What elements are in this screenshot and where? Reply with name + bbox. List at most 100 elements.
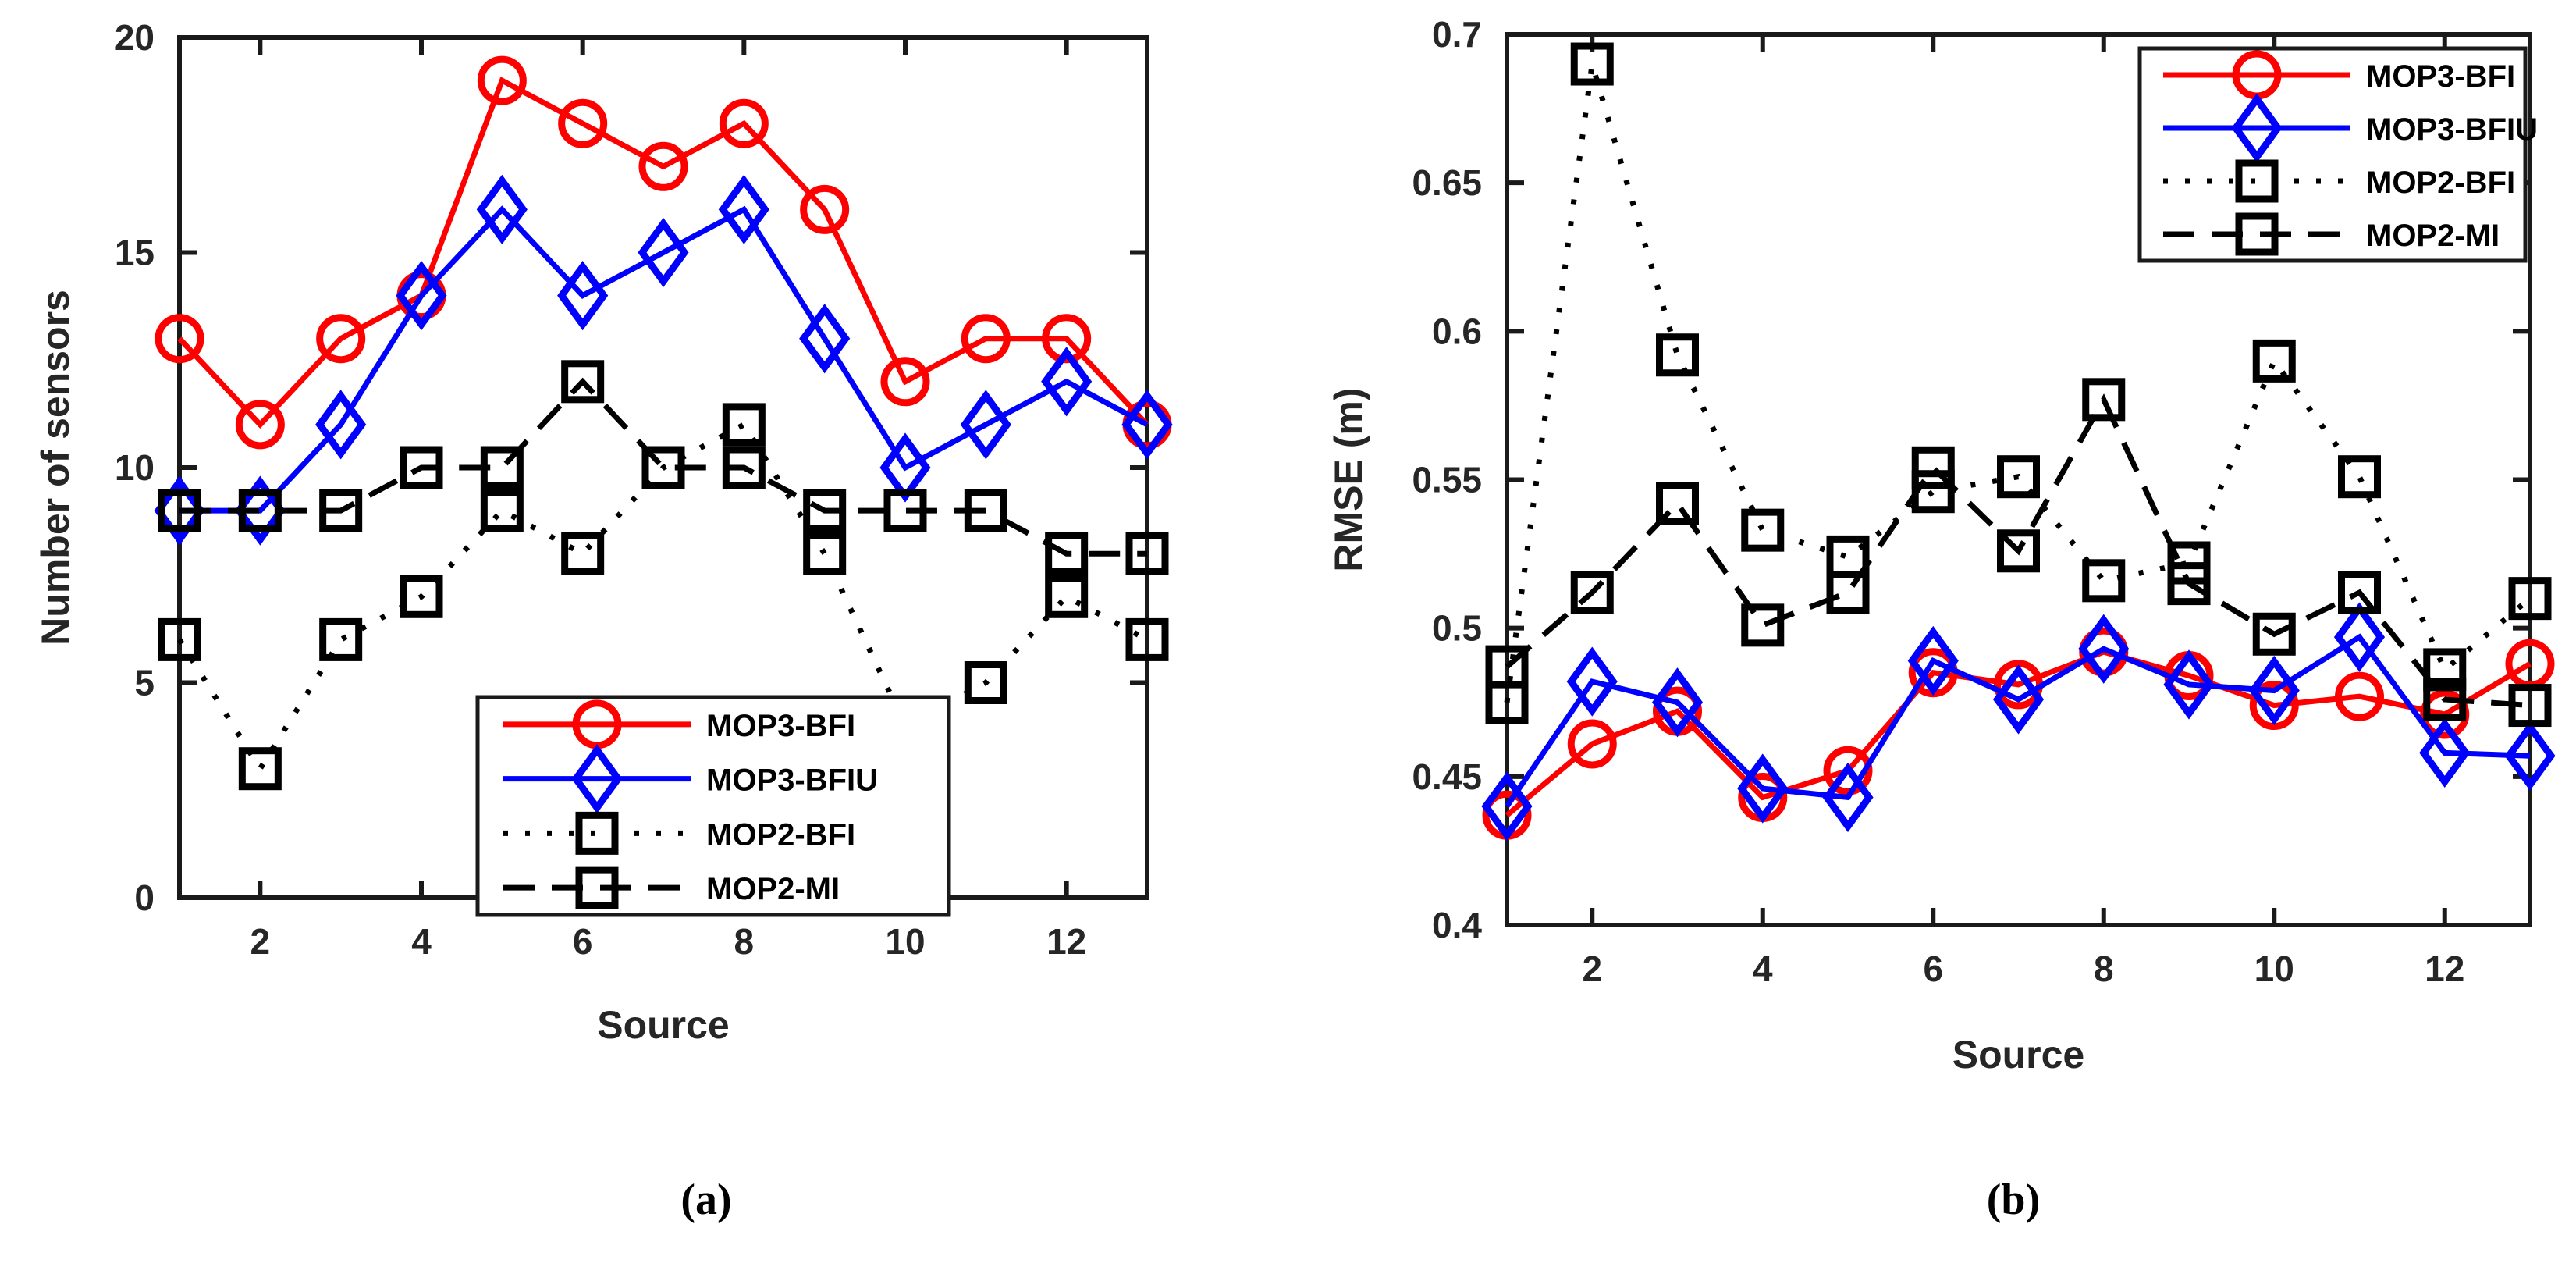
diamond-marker: [1737, 753, 1789, 824]
diamond-marker: [1651, 667, 1704, 738]
y-axis-label: RMSE (m): [1327, 387, 1370, 571]
circle-marker: [800, 184, 850, 234]
circle-marker: [2335, 671, 2384, 721]
legend-marker-diamond: [2231, 93, 2283, 163]
circle-marker: [1567, 719, 1617, 769]
circle-marker: [719, 98, 769, 148]
square-marker: [964, 661, 1007, 704]
circle-marker: [235, 400, 285, 450]
diamond-marker: [879, 432, 931, 503]
square-marker: [2423, 648, 2467, 692]
legend-label: MOP2-MI: [2366, 219, 2500, 253]
legend-entry-mop2-bfi: MOP2-BFI: [2163, 159, 2515, 203]
x-tick-label: 8: [2094, 948, 2114, 989]
series-line-mop2-mi: [179, 377, 1147, 557]
legend-label: MOP3-BFIU: [2366, 112, 2538, 147]
x-tick-label: 10: [885, 921, 925, 962]
diamond-marker: [154, 475, 205, 546]
series-markers-mop3-bfiu: [1481, 602, 2556, 842]
diamond-marker: [638, 217, 689, 288]
x-tick-label: 4: [1753, 948, 1773, 989]
legend-a: MOP3-BFI MOP3-BFIU MOP2-BFI MOP2-MI: [475, 695, 951, 917]
y-tick-label: 0: [134, 877, 155, 918]
square-marker: [2338, 455, 2381, 499]
y-tick-label: 0.4: [1432, 905, 1482, 945]
diamond-marker: [1822, 762, 1874, 833]
square-marker: [1826, 571, 1870, 614]
square-marker: [238, 489, 282, 532]
square-marker: [1997, 529, 2040, 573]
square-marker: [238, 747, 282, 791]
circle-marker: [1042, 314, 1092, 364]
legend-label: MOP2-BFI: [706, 817, 855, 852]
x-tick-label: 4: [411, 921, 432, 962]
square-marker: [1045, 532, 1089, 575]
diamond-marker: [2504, 721, 2556, 791]
y-tick-label: 0.55: [1412, 460, 1482, 500]
legend-label: MOP2-MI: [706, 872, 840, 906]
square-marker: [1656, 482, 1699, 525]
diamond-marker: [396, 260, 447, 331]
legend-marker-square: [2235, 212, 2279, 256]
diamond-marker: [1041, 347, 1093, 417]
legend-marker-diamond: [571, 743, 623, 814]
series-line-mop3-bfi: [177, 77, 1149, 429]
square-marker: [722, 446, 766, 489]
circle-marker: [316, 314, 366, 364]
square-marker: [1997, 455, 2040, 499]
y-tick-label: 20: [115, 17, 155, 58]
caption-b: (b): [1986, 1176, 2041, 1224]
circle-marker: [1823, 746, 1873, 795]
diamond-marker: [799, 304, 851, 374]
circle-marker: [961, 314, 1011, 364]
y-tick-label: 10: [115, 447, 155, 488]
y-tick-label: 5: [134, 663, 155, 703]
square-marker: [2338, 571, 2381, 614]
diamond-marker: [2078, 614, 2130, 684]
square-marker: [400, 446, 443, 489]
square-marker: [158, 617, 201, 661]
diamond-marker: [1566, 646, 1618, 717]
diamond-marker: [2333, 602, 2386, 672]
diamond-marker: [2248, 655, 2300, 726]
diamond-marker: [315, 390, 367, 460]
square-marker: [480, 446, 524, 489]
y-tick-label: 15: [115, 233, 155, 273]
square-marker: [561, 360, 605, 404]
x-tick-label: 6: [1923, 948, 1943, 989]
caption-a: (a): [680, 1176, 732, 1224]
square-marker: [480, 489, 524, 532]
x-tick-label: 6: [573, 921, 593, 962]
square-marker: [158, 489, 201, 532]
circle-marker: [155, 314, 204, 364]
legend-entry-mop2-mi: MOP2-MI: [503, 866, 840, 909]
square-marker: [2082, 378, 2126, 422]
legend-box: [475, 695, 951, 917]
square-marker: [2167, 562, 2211, 606]
series-markers-mop2-mi: [158, 360, 1169, 575]
legend-entry-mop3-bfi: MOP3-BFI: [2163, 50, 2515, 100]
diamond-marker: [1481, 771, 1533, 842]
legend-box: [2137, 46, 2528, 263]
y-axis-label: Number of sensors: [34, 290, 77, 646]
square-marker: [1570, 571, 1614, 614]
circle-marker: [558, 98, 608, 148]
diamond-marker: [476, 174, 528, 245]
series-line-mop2-bfi: [1504, 63, 2532, 703]
square-marker: [319, 489, 363, 532]
x-tick-label: 2: [250, 921, 271, 962]
square-marker: [1741, 603, 1785, 647]
square-marker: [803, 489, 847, 532]
diamond-marker: [1992, 664, 2045, 735]
diamond-marker: [2419, 717, 2471, 788]
x-tick-label: 12: [1046, 921, 1086, 962]
circle-marker: [2249, 681, 2299, 731]
square-marker: [2252, 612, 2296, 656]
square-marker: [722, 403, 766, 447]
square-marker: [2508, 577, 2552, 621]
series-line-mop2-mi: [1505, 393, 2531, 709]
square-marker: [1485, 645, 1529, 689]
square-marker: [1125, 532, 1169, 575]
